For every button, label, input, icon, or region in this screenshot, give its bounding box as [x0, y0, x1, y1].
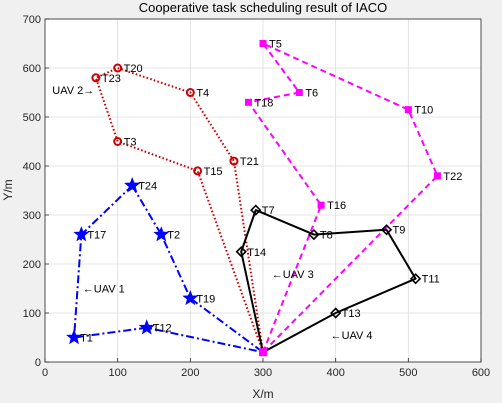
uav-annotations: ←UAV 1 UAV 2→ ←UAV 3 ←UAV 4: [52, 85, 372, 342]
marker-t20: [113, 63, 123, 73]
task-label-t16: T16: [327, 200, 346, 212]
task-label-t17: T17: [87, 230, 106, 242]
route-line-uav-1: [73, 184, 264, 354]
x-tick-label: 0: [42, 367, 48, 379]
x-tick-label: 400: [326, 367, 344, 379]
marker-t9: [380, 224, 393, 236]
marker-t23: [91, 73, 101, 83]
marker-t8: [308, 228, 320, 241]
task-label-t22: T22: [443, 171, 462, 183]
x-tick-label: 200: [181, 367, 199, 379]
task-label-t7: T7: [262, 205, 275, 217]
marker-t15: [193, 166, 203, 176]
task-label-t24: T24: [138, 181, 157, 193]
marker-t16: [317, 201, 325, 209]
x-axis-label: X/m: [252, 387, 273, 401]
y-tick-label: 600: [23, 63, 41, 75]
marker-t11: [409, 273, 422, 285]
marker-t6: [295, 89, 303, 96]
marker-t18: [244, 98, 252, 106]
marker-t5: [259, 40, 267, 47]
marker-t1: [66, 329, 83, 345]
y-tick-label: 400: [23, 161, 41, 173]
y-tick-label: 500: [23, 112, 41, 124]
task-label-t23: T23: [102, 73, 121, 85]
y-tick-label: 0: [35, 357, 41, 369]
task-label-t18: T18: [254, 97, 273, 109]
task-labels: T1 T2 T3 T4 T5 T6 T7 T8 T9 T10 T11 T12 T13 T14 T15 T16 T…: [80, 39, 462, 345]
uav-annotation-3: ←UAV 3: [272, 269, 314, 281]
x-tick-label: 500: [399, 367, 417, 379]
y-tick-label: 100: [23, 308, 41, 320]
task-label-t1: T1: [80, 333, 93, 345]
uav-annotation-1: ←UAV 1: [83, 284, 125, 296]
task-label-t9: T9: [393, 225, 406, 237]
marker-t19: [182, 289, 199, 306]
task-label-t6: T6: [305, 88, 318, 100]
task-label-t10: T10: [414, 105, 433, 117]
marker-t7: [250, 204, 262, 216]
x-tick-label: 600: [472, 367, 490, 379]
marker-t13: [330, 307, 342, 319]
task-label-t12: T12: [153, 323, 172, 335]
marker-t21: [229, 156, 239, 166]
x-tick-label: 300: [254, 367, 272, 379]
axis-ticks: 0 100 200 300 400 500 600 0 100 200 300 400 500 600 70…: [23, 14, 491, 379]
task-label-t20: T20: [124, 63, 143, 75]
task-label-t19: T19: [196, 293, 215, 305]
task-label-t14: T14: [247, 247, 266, 259]
y-axis-label: Y/m: [1, 179, 15, 200]
uav-annotation-2: UAV 2→: [52, 85, 94, 97]
task-label-t4: T4: [196, 88, 209, 100]
task-markers: [66, 40, 441, 357]
depot-marker: [259, 348, 267, 357]
chart-title: Cooperative task scheduling result of IA…: [139, 0, 388, 15]
uav-annotation-4: ←UAV 4: [331, 330, 373, 342]
marker-t14: [235, 246, 247, 258]
marker-t10: [404, 106, 412, 114]
marker-t22: [433, 172, 441, 180]
y-tick-label: 200: [23, 259, 41, 271]
marker-t24: [124, 177, 141, 193]
route-line-uav-4: [240, 209, 417, 354]
marker-t12: [138, 319, 155, 335]
task-label-t13: T13: [342, 308, 361, 320]
task-label-t11: T11: [422, 274, 440, 286]
y-tick-label: 700: [23, 14, 41, 26]
task-label-t8: T8: [320, 230, 333, 242]
task-label-t2: T2: [167, 230, 180, 242]
y-tick-label: 300: [23, 210, 41, 222]
task-label-t3: T3: [124, 137, 137, 149]
marker-t2: [153, 226, 170, 242]
marker-t3: [113, 137, 123, 146]
task-label-t15: T15: [204, 166, 223, 178]
x-tick-label: 100: [108, 367, 126, 379]
route-line-uav-2: [94, 67, 264, 353]
task-label-t21: T21: [240, 156, 259, 168]
task-label-t5: T5: [269, 39, 282, 51]
marker-t17: [73, 226, 90, 242]
marker-t4: [185, 88, 195, 97]
route-lines: [73, 42, 439, 354]
